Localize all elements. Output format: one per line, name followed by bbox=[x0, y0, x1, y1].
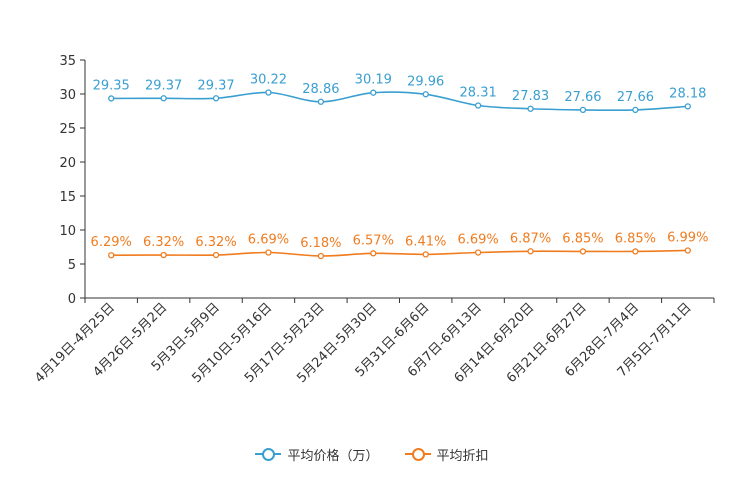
data-label: 6.57% bbox=[353, 233, 394, 248]
data-point[interactable] bbox=[684, 103, 691, 110]
data-label: 6.99% bbox=[667, 230, 708, 245]
y-tick-label: 30 bbox=[59, 88, 76, 103]
data-label: 27.66 bbox=[564, 90, 601, 105]
data-label: 6.29% bbox=[91, 235, 132, 250]
data-point[interactable] bbox=[579, 248, 587, 255]
legend-discount-label: 平均折扣 bbox=[436, 448, 489, 464]
data-label: 30.22 bbox=[250, 73, 287, 88]
data-label: 6.87% bbox=[510, 231, 551, 246]
data-label: 30.19 bbox=[355, 73, 392, 88]
y-tick-label: 5 bbox=[68, 258, 76, 273]
data-label: 28.18 bbox=[669, 86, 706, 101]
y-tick-label: 35 bbox=[59, 54, 76, 69]
data-point[interactable] bbox=[474, 249, 482, 256]
data-point[interactable] bbox=[108, 95, 115, 102]
data-point[interactable] bbox=[632, 248, 639, 255]
y-tick-label: 10 bbox=[59, 224, 76, 239]
data-label: 27.66 bbox=[617, 90, 654, 105]
data-labels: 29.35 29.37 29.37 30.22 28.86 30.19 29.96 28.31… bbox=[91, 73, 709, 251]
data-point[interactable] bbox=[212, 251, 220, 259]
y-tick-label: 20 bbox=[59, 156, 76, 171]
data-point[interactable] bbox=[108, 252, 115, 259]
data-point[interactable] bbox=[370, 89, 377, 96]
data-point[interactable] bbox=[632, 106, 639, 114]
data-point[interactable] bbox=[579, 106, 587, 114]
series-line-0 bbox=[111, 91, 688, 112]
legend: 平均价格（万） 平均折扣 bbox=[0, 444, 744, 464]
data-point[interactable] bbox=[370, 250, 377, 257]
data-point[interactable] bbox=[527, 248, 534, 255]
data-point[interactable] bbox=[265, 89, 272, 96]
legend-item-price[interactable]: 平均价格（万） bbox=[255, 445, 379, 464]
data-label: 6.69% bbox=[457, 233, 498, 248]
series-lines bbox=[111, 91, 688, 257]
legend-discount-line-icon bbox=[404, 447, 431, 461]
data-label: 29.35 bbox=[93, 78, 130, 93]
data-point[interactable] bbox=[317, 252, 325, 260]
line-chart: 051015202530354月19日-4月25日4月26日-5月2日5月3日-… bbox=[32, 54, 715, 386]
data-point[interactable] bbox=[317, 98, 325, 105]
data-label: 28.86 bbox=[302, 82, 339, 97]
data-label: 29.37 bbox=[145, 78, 182, 93]
axes: 051015202530354月19日-4月25日4月26日-5月2日5月3日-… bbox=[32, 54, 715, 386]
data-point[interactable] bbox=[265, 249, 272, 256]
data-label: 6.32% bbox=[195, 235, 236, 250]
data-label: 29.37 bbox=[197, 78, 234, 93]
legend-price-label: 平均价格（万） bbox=[287, 448, 379, 464]
data-point[interactable] bbox=[422, 91, 429, 98]
data-point[interactable] bbox=[422, 251, 429, 258]
data-label: 6.41% bbox=[405, 234, 446, 249]
series-line-1 bbox=[111, 249, 688, 257]
data-label: 6.85% bbox=[615, 231, 656, 246]
data-label: 27.83 bbox=[512, 89, 549, 104]
y-tick-label: 0 bbox=[68, 292, 76, 307]
y-tick-label: 15 bbox=[59, 190, 76, 205]
legend-price-line-icon bbox=[255, 447, 282, 461]
data-label: 6.85% bbox=[562, 231, 603, 246]
data-point[interactable] bbox=[160, 95, 167, 102]
data-label: 6.32% bbox=[143, 235, 184, 250]
data-label: 6.18% bbox=[300, 236, 341, 251]
data-point[interactable] bbox=[212, 95, 220, 102]
data-point[interactable] bbox=[474, 102, 482, 109]
data-label: 29.96 bbox=[407, 74, 444, 89]
series-points bbox=[108, 89, 691, 260]
data-point[interactable] bbox=[160, 251, 167, 259]
y-tick-label: 25 bbox=[59, 122, 76, 137]
data-point[interactable] bbox=[684, 247, 691, 254]
legend-item-discount[interactable]: 平均折扣 bbox=[404, 445, 489, 464]
data-label: 6.69% bbox=[248, 233, 289, 248]
data-label: 28.31 bbox=[460, 85, 497, 100]
data-point[interactable] bbox=[527, 105, 534, 112]
